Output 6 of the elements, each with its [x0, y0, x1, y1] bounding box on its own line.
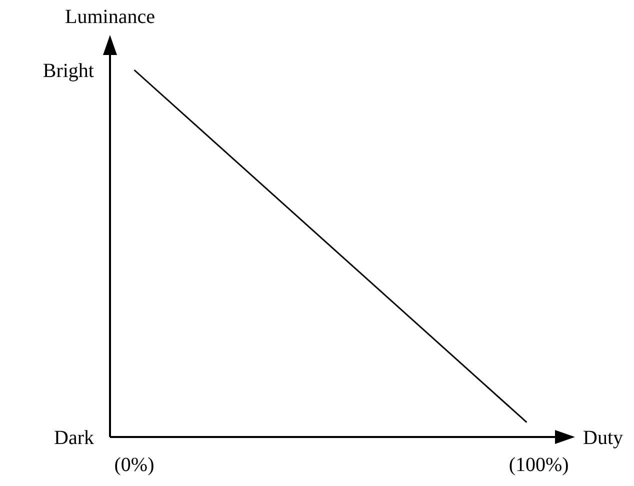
x-tick-label: (100%) [508, 454, 569, 476]
y-axis-title: Luminance [65, 6, 156, 28]
x-axis-title: Duty [583, 427, 623, 449]
x-tick-label: (0%) [114, 454, 154, 476]
text: Bright [42, 60, 94, 82]
text: Dark [54, 427, 94, 449]
